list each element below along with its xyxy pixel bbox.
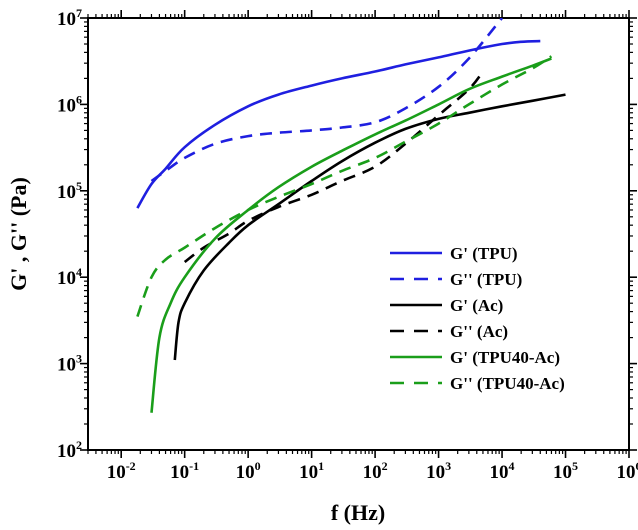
- y-tick-label: 102: [57, 438, 82, 462]
- series-lines: [136, 18, 566, 413]
- legend-label: G'' (TPU40-Ac): [450, 374, 565, 393]
- x-tick-label: 106: [617, 459, 638, 483]
- x-tick-label: 105: [553, 459, 578, 483]
- legend-label: G'' (TPU): [450, 270, 522, 289]
- y-tick-label: 105: [57, 179, 82, 203]
- x-axis-title: f (Hz): [331, 500, 385, 525]
- ticks: [80, 10, 637, 458]
- series-line-4: [150, 57, 552, 413]
- x-tick-label: 102: [363, 459, 388, 483]
- series-line-1: [150, 18, 504, 183]
- series-line-3: [183, 70, 484, 264]
- y-tick-label: 104: [57, 265, 82, 289]
- x-tick-label: 104: [490, 459, 515, 483]
- y-axis-title: G' , G'' (Pa): [6, 177, 31, 291]
- series-line-2: [173, 93, 566, 361]
- y-tick-label: 106: [57, 92, 82, 116]
- legend-label: G' (TPU40-Ac): [450, 348, 560, 367]
- x-tick-label: 103: [426, 459, 451, 483]
- y-tick-label: 103: [57, 352, 82, 376]
- x-tick-label: 100: [236, 459, 261, 483]
- legend-label: G' (TPU): [450, 244, 518, 263]
- plot-frame: [87, 17, 630, 451]
- series-line-0: [136, 39, 541, 209]
- y-tick-label: 107: [57, 6, 82, 30]
- legend: G' (TPU) G'' (TPU) G' (Ac) G'' (Ac) G' (TPU4…: [390, 244, 565, 393]
- tick-labels: 10-2 10-1 100 101 102 103 104 105 106 102 103 104 10…: [57, 6, 638, 483]
- x-tick-label: 10-2: [107, 459, 136, 483]
- legend-label: G'' (Ac): [450, 322, 508, 341]
- legend-label: G' (Ac): [450, 296, 503, 315]
- x-tick-label: 101: [299, 459, 324, 483]
- series-line-5: [136, 55, 553, 318]
- x-tick-label: 10-1: [170, 459, 199, 483]
